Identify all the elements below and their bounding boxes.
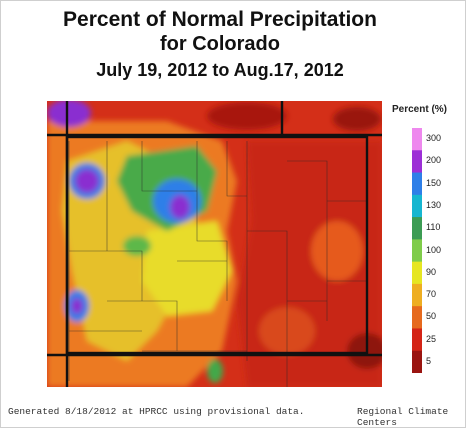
map-title-line-1: Percent of Normal Precipitation bbox=[63, 8, 377, 31]
legend-label-300: 300 bbox=[426, 133, 442, 144]
legend-swatch-50 bbox=[412, 306, 422, 329]
legend-label-110: 110 bbox=[426, 222, 441, 233]
south-green-patch bbox=[207, 359, 223, 383]
state-borders bbox=[47, 101, 382, 387]
precipitation-field bbox=[47, 101, 382, 387]
legend-label-130: 130 bbox=[426, 199, 442, 210]
legend-swatch-110 bbox=[412, 217, 422, 240]
legend-label-150: 150 bbox=[426, 177, 442, 188]
legend-label-5: 5 bbox=[426, 355, 432, 366]
legend-label-70: 70 bbox=[426, 289, 437, 300]
legend-swatch-90 bbox=[412, 261, 422, 285]
legend-label-50: 50 bbox=[426, 311, 437, 322]
legend-label-100: 100 bbox=[426, 244, 442, 255]
legend-title: Percent (%) bbox=[392, 104, 448, 115]
legend-color-bar bbox=[412, 128, 422, 373]
county-boundaries bbox=[68, 141, 368, 387]
corner-purple-high bbox=[47, 101, 91, 127]
legend-swatch-200 bbox=[412, 150, 422, 174]
legend-label-200: 200 bbox=[426, 155, 442, 166]
legend-swatch-130 bbox=[412, 194, 422, 218]
legend-label-25: 25 bbox=[426, 333, 437, 344]
mid-green-patch bbox=[123, 236, 151, 256]
legend-label-90: 90 bbox=[426, 266, 437, 277]
legend-swatch-150 bbox=[412, 172, 422, 196]
map-title-line-3: July 19, 2012 to Aug.17, 2012 bbox=[96, 60, 344, 80]
central-yellow-zone bbox=[142, 221, 232, 316]
legend-swatch-5 bbox=[412, 350, 422, 373]
legend-swatch-70 bbox=[412, 283, 422, 307]
legend-swatch-25 bbox=[412, 328, 422, 352]
footer-source: Regional Climate Centers bbox=[357, 406, 449, 428]
precipitation-map bbox=[47, 101, 382, 387]
legend-swatch-100 bbox=[412, 239, 422, 263]
legend-swatch-300 bbox=[412, 128, 422, 151]
footer-credit: Generated 8/18/2012 at HPRCC using provi… bbox=[8, 406, 305, 417]
east-orange-patch bbox=[311, 221, 363, 281]
map-title-line-2: for Colorado bbox=[160, 33, 280, 55]
